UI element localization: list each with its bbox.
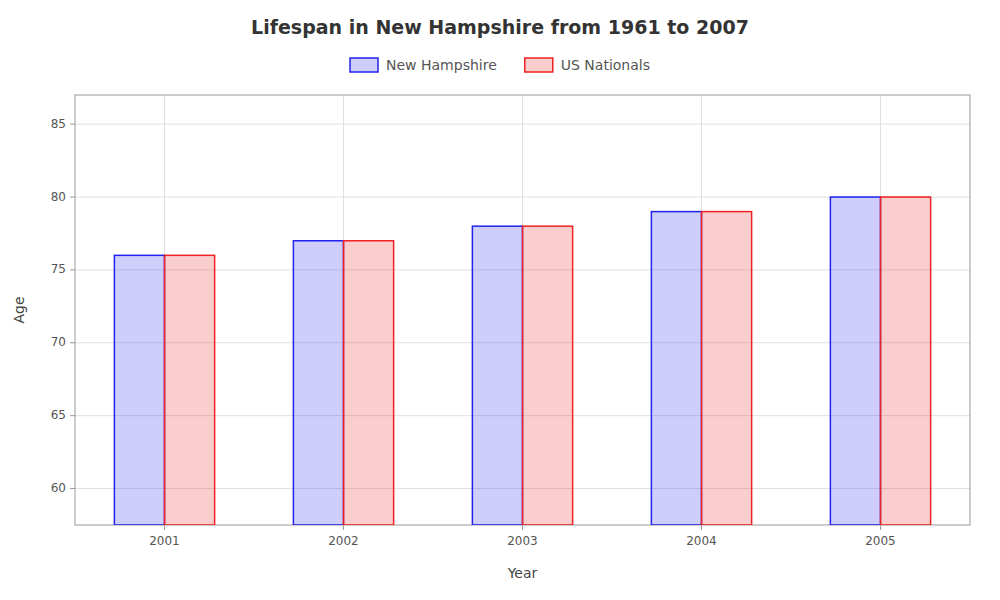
y-tick [70,415,75,416]
x-tick [701,525,702,530]
legend-swatch [525,58,553,72]
x-tick [343,525,344,530]
legend-swatch [350,58,378,72]
bar [344,241,394,525]
bar [830,197,880,525]
y-tick-label: 60 [51,481,66,495]
bars [114,197,930,525]
y-tick-label: 65 [51,408,66,422]
y-tick [70,269,75,270]
x-tick [880,525,881,530]
chart-svg: 60 65 70 75 80 85 2001 2002 2003 2004 2005 Year Age L… [0,0,1000,600]
x-tick [522,525,523,530]
plot-frame [75,95,970,525]
legend: New Hampshire US Nationals [350,57,650,73]
bar [651,212,701,525]
y-tick [70,124,75,125]
y-axis: 60 65 70 75 80 85 [51,117,75,495]
bar [881,197,931,525]
x-tick-label: 2005 [865,534,896,548]
bar [523,226,573,525]
y-axis-label: Age [11,296,27,323]
legend-label: New Hampshire [386,57,497,73]
y-tick [70,488,75,489]
y-tick-label: 80 [51,190,66,204]
chart-container: 60 65 70 75 80 85 2001 2002 2003 2004 2005 Year Age L… [0,0,1000,600]
x-tick [164,525,165,530]
bar [165,255,215,525]
legend-item: US Nationals [525,57,650,73]
y-tick-label: 70 [51,335,66,349]
x-tick-label: 2002 [328,534,359,548]
y-tick [70,197,75,198]
x-tick-label: 2001 [149,534,180,548]
x-tick-label: 2003 [507,534,538,548]
legend-label: US Nationals [561,57,650,73]
title: Lifespan in New Hampshire from 1961 to 2… [251,16,749,38]
x-axis: 2001 2002 2003 2004 2005 [149,525,896,548]
bar [472,226,522,525]
grid [75,95,970,525]
y-tick-label: 85 [51,117,66,131]
bar [702,212,752,525]
legend-item: New Hampshire [350,57,497,73]
x-axis-label: Year [507,565,538,581]
x-tick-label: 2004 [686,534,717,548]
y-tick [70,342,75,343]
bar [293,241,343,525]
y-tick-label: 75 [51,262,66,276]
bar [114,255,164,525]
